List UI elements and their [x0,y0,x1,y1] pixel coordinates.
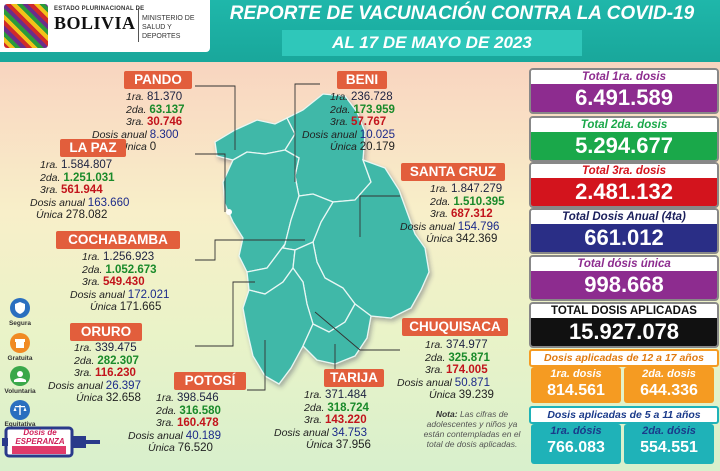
footnote-label: Nota: [435,409,458,419]
total-annual-label: Total Dosis Anual (4ta) [531,210,717,224]
dept-tag-santa-cruz: SANTA CRUZ [401,163,505,181]
age-12-17-dose2: 2da. dosis 644.336 [624,367,714,403]
leader-line-beni [294,83,320,182]
leader-line-la-paz [195,153,226,212]
ministry-name: MINISTERIO DE SALUD Y DEPORTES [142,15,195,40]
syringe-badge-icon [2,426,100,458]
logo-small-text: ESTADO PLURINACIONAL DE [54,6,145,12]
stats-oruro: 1ra. 339.475 2da. 282.307 3ra. 116.230 D… [48,342,141,405]
hands-icon [10,366,30,386]
gift-icon [10,333,30,353]
logo-divider [138,8,139,42]
leader-line-oruro [195,281,255,347]
total-single-card: Total dósis única 998.668 [529,255,719,301]
total-dose3-label: Total 3ra. dosis [531,164,717,178]
icon-label-voluntaria: Voluntaria [4,388,36,395]
total-dose2-label: Total 2da. dosis [531,118,717,132]
badge-text: Dosis de ESPERANZA [15,428,65,446]
total-dose3-value: 2.481.132 [531,178,717,206]
total-applied-label: TOTAL DOSIS APLICADAS [531,304,717,318]
shield-icon [10,298,30,318]
leader-line-potosi [247,340,266,391]
total-single-value: 998.668 [531,271,717,299]
age-12-17-dose1: 1ra. dosis 814.561 [531,367,621,403]
stats-santa-cruz: 1ra. 1.847.279 2da. 1.510.395 3ra. 687.3… [400,183,505,246]
icon-label-segura: Segura [8,320,32,327]
total-dose2-value: 5.294.677 [531,132,717,160]
report-date: AL 17 DE MAYO DE 2023 [282,30,582,56]
leader-line-santa-cruz [359,195,400,237]
total-dose1-value: 6.491.589 [531,84,717,112]
icon-label-equitativa: Equitativa [4,421,36,428]
total-annual-card: Total Dosis Anual (4ta) 661.012 [529,208,719,254]
dept-tag-cochabamba: COCHABAMBA [56,231,180,249]
age-12-17-title: Dosis aplicadas de 12 a 17 años [529,349,719,367]
age-5-11-dose1: 1ra. dósis 766.083 [531,424,621,464]
footnote-text: Las cifras de adolescentes y niños ya es… [423,409,521,449]
leader-line-pando [195,85,236,150]
leader-line-cochabamba [195,239,305,261]
age-5-11-title: Dosis aplicadas de 5 a 11 años [529,406,719,424]
icon-label-gratuita: Gratuita [7,355,33,362]
bolivia-map [195,83,430,391]
stats-la-paz: 1ra. 1.584.807 2da. 1.251.031 3ra. 561.9… [30,159,130,222]
dept-tag-beni: BENI [337,71,387,89]
age-5-11-dose2: 2da. dósis 554.551 [624,424,714,464]
dept-tag-la-paz: LA PAZ [60,139,126,157]
total-applied-card: TOTAL DOSIS APLICADAS 15.927.078 [529,302,719,348]
total-dose3-card: Total 3ra. dosis 2.481.132 [529,162,719,208]
total-dose1-label: Total 1ra. dosis [531,70,717,84]
dept-tag-pando: PANDO [124,71,192,89]
dept-tag-potosi: POTOSÍ [174,372,246,390]
dept-tag-chuquisaca: CHUQUISACA [402,318,508,336]
logo-country-text: BOLIVIA [54,13,136,33]
total-dose2-card: Total 2da. dosis 5.294.677 [529,116,719,162]
footnote: Nota: Las cifras de adolescentes y niños… [420,409,524,449]
report-title: REPORTE DE VACUNACIÓN CONTRA LA COVID-19 [229,3,695,24]
stats-cochabamba: 1ra. 1.256.923 2da. 1.052.673 3ra. 549.4… [70,251,170,314]
stats-chuquisaca: 1ra. 374.977 2da. 325.871 3ra. 174.005 D… [397,339,494,402]
stats-potosi: 1ra. 398.546 2da. 316.580 3ra. 160.478 D… [128,392,221,455]
map-region-tarija [302,303,372,365]
total-single-label: Total dósis única [531,257,717,271]
total-applied-value: 15.927.078 [531,318,717,346]
dept-tag-tarija: TARIJA [324,369,384,387]
bolivia-emblem-icon [4,4,48,48]
stats-beni: 1ra. 236.728 2da. 173.959 3ra. 57.767 Do… [302,91,395,154]
leader-line-chuquisaca [314,311,400,351]
dept-tag-oruro: ORURO [70,323,142,341]
lake-titicaca-icon [226,209,232,215]
stats-tarija: 1ra. 371.484 2da. 318.724 3ra. 143.220 D… [274,389,371,452]
scale-icon [10,400,30,420]
stats-pando: 1ra. 81.370 2da. 63.137 3ra. 30.746 Dosi… [92,91,185,154]
total-annual-value: 661.012 [531,224,717,252]
total-dose1-card: Total 1ra. dosis 6.491.589 [529,68,719,114]
